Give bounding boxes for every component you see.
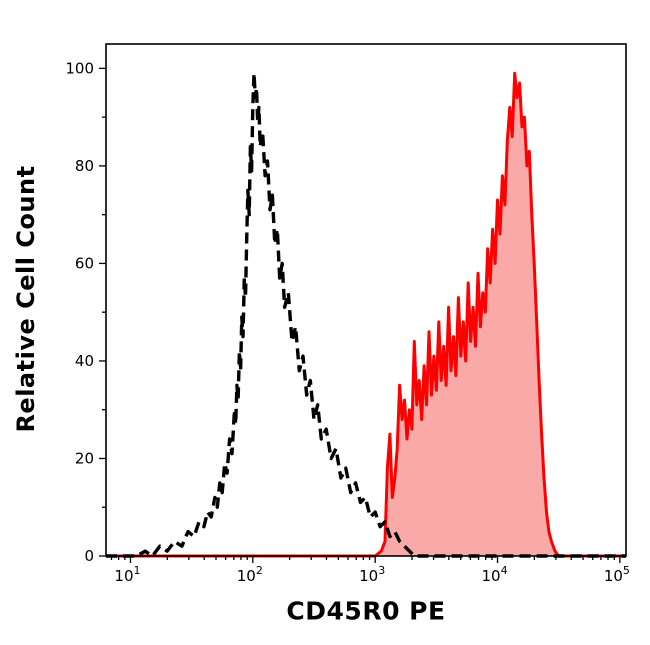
svg-text:20: 20 bbox=[75, 449, 94, 467]
x-tick-labels: 101 102 103 104 105 bbox=[114, 564, 630, 585]
x-axis-label: CD45R0 PE bbox=[286, 596, 446, 626]
axis-box bbox=[105, 43, 627, 557]
cd45r0-pe-stained-fill bbox=[106, 73, 626, 557]
svg-text:0: 0 bbox=[84, 547, 94, 565]
svg-text:104: 104 bbox=[481, 564, 507, 585]
negative-control-line bbox=[106, 71, 626, 558]
svg-text:80: 80 bbox=[75, 157, 94, 175]
y-axis-ticks bbox=[99, 67, 106, 557]
svg-text:105: 105 bbox=[604, 564, 630, 585]
svg-text:100: 100 bbox=[65, 59, 94, 77]
svg-text:40: 40 bbox=[75, 352, 94, 370]
cd45r0-pe-stained-line bbox=[106, 71, 626, 558]
x-axis-ticks bbox=[110, 556, 621, 563]
y-axis-label: Relative Cell Count bbox=[12, 165, 40, 433]
svg-text:103: 103 bbox=[359, 564, 385, 585]
y-tick-labels: 0 20 40 60 80 100 bbox=[65, 59, 94, 565]
svg-text:101: 101 bbox=[114, 564, 140, 585]
svg-text:102: 102 bbox=[237, 564, 263, 585]
svg-text:60: 60 bbox=[75, 254, 94, 272]
